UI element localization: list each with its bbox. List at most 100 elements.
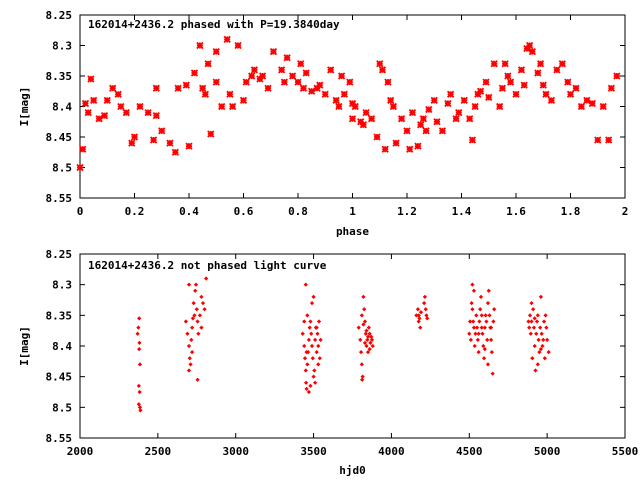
- data-point: [373, 133, 381, 141]
- plot-title: 162014+2436.2 not phased light curve: [88, 259, 327, 272]
- data-point: [536, 337, 541, 342]
- data-point: [360, 377, 365, 382]
- data-point: [135, 331, 140, 336]
- data-point: [294, 78, 302, 86]
- data-point: [358, 350, 364, 355]
- data-point: [564, 78, 572, 86]
- y-tick-label: 8.45: [46, 371, 73, 384]
- data-point: [171, 148, 180, 156]
- x-axis-label: hjd0: [339, 464, 366, 477]
- data-point: [425, 105, 433, 114]
- data-point: [364, 328, 369, 333]
- data-point: [130, 133, 139, 141]
- data-point: [317, 356, 322, 361]
- data-point: [368, 340, 373, 346]
- y-tick-label: 8.35: [46, 70, 73, 83]
- data-point: [492, 307, 497, 312]
- data-point: [547, 96, 556, 105]
- data-point: [506, 78, 515, 86]
- data-point: [419, 115, 427, 123]
- data-point: [433, 118, 441, 126]
- data-point: [588, 99, 596, 108]
- data-point: [305, 313, 310, 318]
- data-point: [362, 319, 368, 324]
- data-point: [544, 325, 549, 330]
- data-point: [318, 337, 323, 342]
- data-point: [207, 130, 215, 138]
- data-point: [475, 337, 480, 342]
- data-point: [478, 307, 483, 312]
- data-point: [365, 350, 371, 355]
- data-point: [487, 313, 492, 318]
- data-point: [190, 316, 196, 321]
- data-point: [489, 350, 494, 355]
- data-point: [422, 300, 427, 306]
- data-point: [392, 139, 400, 147]
- data-point: [479, 313, 484, 318]
- data-point: [501, 60, 509, 68]
- data-point: [152, 112, 160, 120]
- data-point: [191, 300, 196, 306]
- data-point: [186, 282, 192, 287]
- data-point: [362, 108, 370, 117]
- data-point: [430, 96, 438, 105]
- data-point: [348, 115, 357, 123]
- data-point: [370, 343, 375, 349]
- data-point: [473, 331, 478, 336]
- data-point: [358, 337, 363, 342]
- data-point: [539, 81, 547, 89]
- data-point: [183, 319, 189, 324]
- data-point: [607, 84, 616, 92]
- data-point: [467, 319, 473, 324]
- y-tick-label: 8.55: [46, 192, 73, 205]
- data-point: [481, 356, 487, 361]
- data-point: [482, 325, 487, 330]
- data-point: [189, 350, 195, 355]
- data-point: [128, 139, 136, 147]
- data-point: [223, 35, 231, 44]
- data-point: [369, 334, 374, 339]
- data-point: [496, 102, 504, 111]
- data-point: [527, 313, 533, 318]
- data-point: [583, 96, 591, 105]
- data-point: [533, 368, 538, 373]
- x-tick-label: 1.8: [561, 205, 581, 218]
- data-point: [186, 368, 192, 373]
- data-point: [474, 90, 482, 98]
- data-point: [202, 307, 207, 312]
- data-point: [137, 346, 142, 352]
- data-point: [417, 316, 422, 321]
- data-point: [485, 93, 493, 101]
- data-point: [415, 307, 421, 312]
- data-point: [264, 84, 272, 92]
- data-point: [517, 66, 526, 74]
- data-point: [316, 343, 321, 349]
- data-point: [613, 72, 621, 80]
- data-point: [307, 325, 312, 330]
- data-point: [553, 66, 561, 74]
- data-point: [310, 356, 315, 361]
- data-point: [605, 136, 613, 144]
- data-point: [389, 102, 398, 111]
- data-point: [387, 96, 395, 105]
- data-point: [543, 313, 548, 318]
- data-point: [335, 102, 343, 111]
- data-point: [376, 60, 384, 68]
- unphased-light-curve-plot: 2000 2500 3000 3500 4000 4500 5000 5500 8.25 8.3 8…: [18, 248, 638, 477]
- data-point: [542, 356, 547, 361]
- data-point: [144, 108, 152, 117]
- data-point: [280, 78, 289, 86]
- data-point: [158, 127, 166, 135]
- data-point: [488, 325, 494, 330]
- data-point: [193, 282, 199, 287]
- data-point: [529, 319, 534, 324]
- data-point: [361, 294, 366, 300]
- data-point: [302, 356, 308, 361]
- data-point: [81, 99, 90, 108]
- data-point: [422, 294, 428, 300]
- data-point: [479, 325, 484, 330]
- data-point: [100, 112, 109, 120]
- data-point: [314, 350, 319, 355]
- data-point: [136, 102, 144, 111]
- data-point: [195, 377, 200, 382]
